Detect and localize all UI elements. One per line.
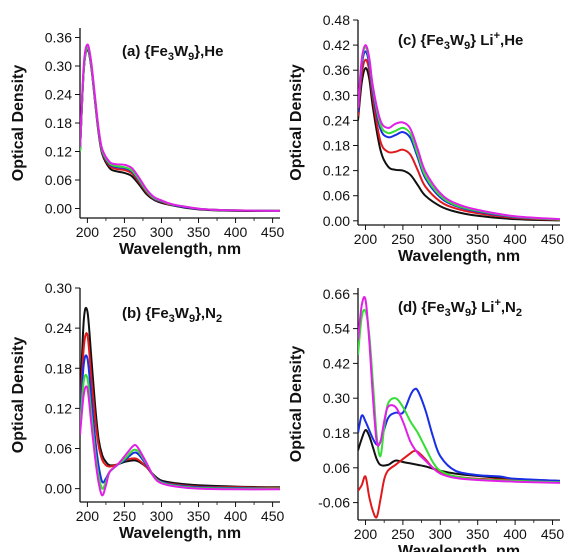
y-tick-label: 0.42 [323,37,350,53]
series-line-blue [80,46,280,212]
y-tick-label: 0.12 [45,144,72,160]
y-tick-label: 0.00 [323,213,350,229]
y-tick-label: 0.24 [323,112,350,128]
x-tick-label: 450 [541,231,565,247]
y-tick-label: 0.30 [323,390,350,406]
x-axis-label: Wavelength, nm [119,241,241,258]
y-tick-label: 0.30 [323,87,350,103]
x-tick-label: 250 [391,526,415,542]
panel-d: 200 250 300 350 400 450 -0.06 0.06 0.18 0.30 0.42 0… [288,286,564,552]
y-tick-label: 0.30 [45,58,72,74]
panel-title: (d) {Fe3W9} Li+,N2 [398,297,522,319]
x-tick-label: 200 [354,231,378,247]
y-tick-label: 0.66 [323,286,350,302]
y-tick-label: 0.18 [323,138,350,154]
x-tick-label: 350 [466,526,490,542]
x-tick-label: 400 [503,526,527,542]
x-axis-label: Wavelength, nm [119,525,241,542]
x-tick-label: 300 [429,231,453,247]
series-line-blue [80,354,280,490]
panel-title: (c) {Fe3W9} Li+,He [398,30,523,52]
x-axis-label: Wavelength, nm [398,248,520,265]
y-tick-label: 0.12 [45,400,72,416]
y-tick-label: 0.18 [45,115,72,131]
series-line-blue [358,387,560,482]
y-tick-label: 0.00 [45,481,72,497]
y-tick-label: 0.06 [45,172,72,188]
series-line-black [358,67,560,222]
series-line-black [358,429,560,482]
series-line-magenta [358,44,560,221]
y-tick-label: 0.30 [45,280,72,296]
x-tick-label: 200 [76,224,100,240]
y-tick-label: 0.48 [323,12,350,28]
y-tick-label: 0.12 [323,163,350,179]
series-line-magenta [358,296,560,484]
y-axis-label: Optical Density [10,65,27,182]
y-tick-label: 0.06 [45,441,72,457]
y-axis-label: Optical Density [288,64,305,181]
y-tick-label: 0.06 [323,188,350,204]
x-tick-label: 250 [391,231,415,247]
x-tick-label: 350 [466,231,490,247]
panel-title: (b) {Fe3W9},N2 [122,305,222,325]
y-tick-label: -0.06 [318,495,350,511]
y-tick-label: 0.06 [323,460,350,476]
x-tick-label: 200 [76,508,100,524]
x-tick-label: 450 [261,508,285,524]
y-tick-label: 0.54 [323,321,350,337]
panel-a: 200 250 300 350 400 450 0.00 0.06 0.12 0.18 0.24 0.… [10,28,284,258]
y-tick-label: 0.42 [323,355,350,371]
series-line-green [80,45,280,212]
panel-c: 200 250 300 350 400 450 0.00 0.06 0.12 0.18 0.24 0.… [288,12,564,265]
x-tick-label: 400 [224,508,248,524]
y-axis-label: Optical Density [288,346,305,463]
x-tick-label: 300 [150,508,174,524]
series-line-red [358,58,560,221]
x-tick-label: 400 [224,224,248,240]
series-line-red [80,47,280,212]
x-tick-label: 250 [113,508,137,524]
panel-b: 200 250 300 350 400 450 0.00 0.06 0.12 0.18 0.24 0.… [10,280,284,542]
x-tick-label: 250 [113,224,137,240]
x-tick-label: 300 [150,224,174,240]
series-line-magenta [80,385,280,497]
x-tick-label: 450 [261,224,285,240]
y-tick-label: 0.18 [323,425,350,441]
x-tick-label: 300 [429,526,453,542]
y-axis-label: Optical Density [10,337,27,454]
y-tick-label: 0.24 [45,87,72,103]
x-tick-label: 350 [187,224,211,240]
y-tick-label: 0.36 [45,30,72,46]
series-line-magenta [80,43,280,212]
series-line-black [80,48,280,212]
x-axis-label: Wavelength, nm [398,543,520,552]
y-tick-label: 0.18 [45,360,72,376]
series-line-red [358,449,560,519]
series-line-green [358,46,560,221]
y-tick-label: 0.36 [323,62,350,78]
y-tick-label: 0.00 [45,201,72,217]
y-tick-label: 0.24 [45,320,72,336]
series-line-black [80,306,280,489]
panel-title: (a) {Fe3W9},He [122,43,223,63]
series-line-blue [358,50,560,221]
x-tick-label: 350 [187,508,211,524]
x-tick-label: 200 [354,526,378,542]
series-line-green [358,308,560,484]
x-tick-label: 450 [541,526,565,542]
x-tick-label: 400 [503,231,527,247]
